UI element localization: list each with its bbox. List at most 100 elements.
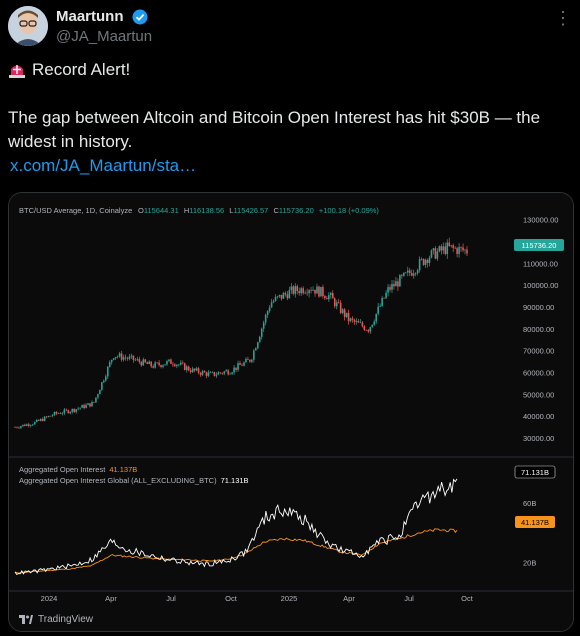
price-candle [136, 359, 139, 360]
oi-alt-badge [514, 465, 556, 479]
price-candle [274, 296, 277, 301]
avatar[interactable] [8, 6, 48, 46]
price-candle [201, 371, 204, 375]
price-candle [308, 290, 310, 294]
price-candle [217, 372, 220, 375]
price-candle [410, 272, 413, 276]
price-candle [53, 411, 56, 416]
price-candle [450, 245, 453, 246]
price-candle [87, 403, 89, 405]
price-candle [24, 424, 26, 426]
price-candle [57, 413, 60, 414]
price-candle [128, 356, 131, 359]
x-axis-tick: Apr [343, 594, 355, 603]
price-candle [389, 287, 391, 290]
tweet-link[interactable]: x.com/JA_Maartun/sta… [10, 156, 197, 175]
price-y-tick: 100000.00 [523, 281, 558, 290]
last-price-badge [514, 239, 564, 251]
price-candle [316, 286, 318, 294]
oi-total-badge [515, 516, 555, 528]
price-y-tick: 40000.00 [523, 412, 554, 421]
price-candle [444, 246, 447, 254]
price-candle [110, 359, 113, 363]
price-candle [45, 416, 48, 418]
author-handle[interactable]: @JA_Maartun [56, 28, 153, 45]
price-candle [337, 302, 340, 303]
alert-line: Record Alert! [8, 58, 568, 82]
price-candle [343, 309, 346, 317]
price-candle [383, 297, 385, 299]
price-candle [262, 322, 265, 329]
price-candle [363, 326, 366, 330]
price-candle [174, 364, 176, 367]
price-candle [438, 246, 441, 252]
price-candle [243, 362, 245, 366]
price-candle [101, 382, 103, 390]
price-candle [144, 359, 147, 363]
price-candle [310, 290, 312, 291]
author-name[interactable]: Maartunn [56, 8, 124, 25]
price-candle [401, 275, 403, 276]
price-candle [312, 289, 314, 291]
price-candle [97, 394, 99, 398]
price-candle [73, 408, 76, 412]
price-candle [29, 425, 32, 426]
price-candle [237, 363, 239, 370]
price-candle [130, 355, 133, 357]
price-candle [414, 273, 417, 274]
price-candle [403, 272, 405, 276]
price-candle [231, 372, 233, 374]
price-candle [440, 246, 443, 251]
alert-text: Record Alert! [32, 60, 131, 79]
price-candle [26, 424, 28, 426]
price-candle [164, 364, 166, 366]
price-candle [302, 288, 304, 294]
price-y-tick: 110000.00 [523, 259, 558, 268]
price-candle [333, 298, 336, 307]
chart-image[interactable]: BTC/USD Average, 1D, Coinalyze O115644.3… [8, 192, 574, 632]
price-candle [172, 363, 174, 365]
price-candle [118, 353, 121, 357]
price-candle [122, 357, 125, 360]
price-candle [255, 348, 257, 351]
price-candle [395, 281, 397, 287]
price-candle [369, 327, 372, 332]
price-candle [108, 362, 111, 367]
price-candle [258, 336, 261, 343]
price-candle [193, 368, 196, 371]
price-candle [385, 292, 387, 299]
price-candle [353, 319, 356, 322]
price-candle [112, 358, 115, 360]
price-candle [55, 411, 58, 414]
price-candle [28, 424, 30, 426]
x-axis-tick: Oct [225, 594, 238, 603]
price-candle [31, 424, 34, 426]
price-candle [225, 370, 227, 372]
price-candle [266, 311, 269, 315]
tradingview-label: TradingView [38, 614, 94, 625]
price-candle [221, 373, 224, 374]
price-candle [251, 359, 253, 362]
price-candle [71, 408, 74, 412]
price-candle [154, 362, 156, 368]
price-candle [223, 371, 226, 374]
price-candle [272, 300, 275, 303]
price-candle [314, 289, 316, 294]
price-y-tick: 50000.00 [523, 390, 554, 399]
price-candle [116, 356, 119, 358]
price-candle [399, 275, 401, 287]
last-price-text: 115736.20 [522, 241, 557, 250]
price-candle [324, 296, 326, 299]
price-candle [63, 409, 66, 414]
price-candle [442, 246, 445, 251]
price-candle [367, 330, 370, 332]
price-candle [268, 307, 271, 312]
more-options-icon[interactable]: ⋮ [554, 8, 573, 28]
price-candle [452, 245, 454, 248]
price-y-tick: 30000.00 [523, 434, 554, 443]
price-candle [458, 247, 460, 254]
price-candle [418, 259, 421, 271]
price-candle [422, 258, 425, 265]
price-candle [406, 270, 409, 273]
price-candle [79, 407, 81, 409]
